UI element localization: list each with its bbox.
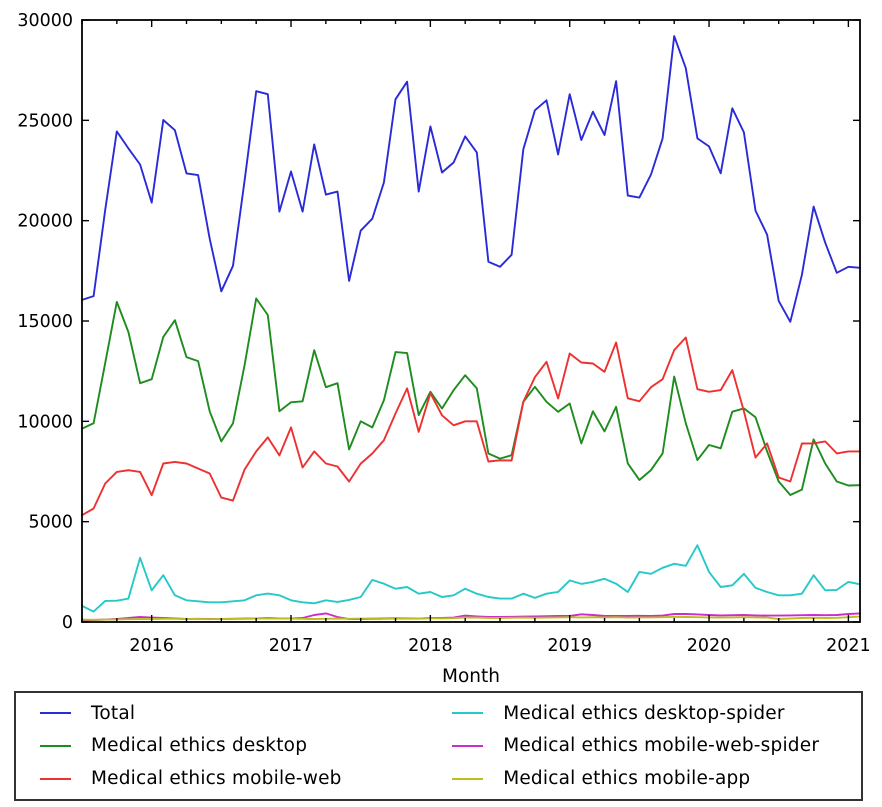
legend-item-medical-ethics-mobile-app: Medical ethics mobile-app	[428, 768, 861, 789]
x-tick-label: 2020	[687, 636, 732, 656]
series-line-total	[81, 35, 861, 323]
legend-item-medical-ethics-mobile-web: Medical ethics mobile-web	[16, 768, 428, 789]
legend-item-medical-ethics-desktop: Medical ethics desktop	[16, 735, 428, 756]
legend-line-swatch	[452, 712, 484, 715]
legend-item-total: Total	[16, 703, 428, 724]
legend-label: Medical ethics mobile-app	[503, 768, 751, 790]
series-line-medical-ethics-mobile-web	[81, 336, 861, 517]
legend-label: Medical ethics desktop-spider	[503, 702, 785, 724]
chart-legend: Total Medical ethics desktop Medical ethic…	[14, 691, 863, 801]
legend-label: Medical ethics mobile-web	[91, 768, 342, 790]
y-tick-labels: 0 5000 10000 15000 20000 25000 30000	[17, 11, 73, 633]
legend-line-swatch	[40, 712, 71, 715]
series-line-medical-ethics-desktop	[81, 297, 861, 496]
axis-ticks	[81, 19, 860, 623]
legend-line-swatch	[40, 744, 71, 747]
x-tick-label: 2019	[547, 636, 592, 656]
legend-item-medical-ethics-desktop-spider: Medical ethics desktop-spider	[428, 703, 861, 724]
x-tick-label: 2021	[826, 636, 871, 656]
legend-item-medical-ethics-mobile-web-spider: Medical ethics mobile-web-spider	[428, 735, 861, 756]
legend-label: Medical ethics mobile-web-spider	[503, 735, 820, 757]
y-tick-label: 30000	[17, 11, 73, 31]
x-tick-label: 2016	[129, 636, 174, 656]
x-tick-labels: 2016 2017 2018 2019 2020 2021	[129, 636, 870, 656]
y-tick-label: 20000	[17, 212, 73, 232]
axes-frame	[81, 19, 861, 623]
x-tick-label: 2018	[408, 636, 453, 656]
y-tick-label: 5000	[28, 513, 73, 533]
legend-line-swatch	[452, 777, 484, 780]
y-tick-label: 0	[62, 613, 73, 633]
y-tick-label: 25000	[17, 111, 73, 131]
y-tick-label: 15000	[17, 312, 73, 332]
x-tick-label: 2017	[269, 636, 314, 656]
x-axis-label: Month	[442, 666, 500, 687]
legend-label: Total	[91, 702, 136, 724]
legend-label: Medical ethics desktop	[91, 735, 308, 757]
legend-line-swatch	[452, 744, 484, 747]
series-line-medical-ethics-desktop-spider	[81, 544, 861, 613]
plot-lines	[81, 35, 861, 621]
y-tick-label: 10000	[17, 412, 73, 432]
legend-line-swatch	[40, 777, 71, 780]
series-line-medical-ethics-mobile-app	[81, 615, 861, 621]
